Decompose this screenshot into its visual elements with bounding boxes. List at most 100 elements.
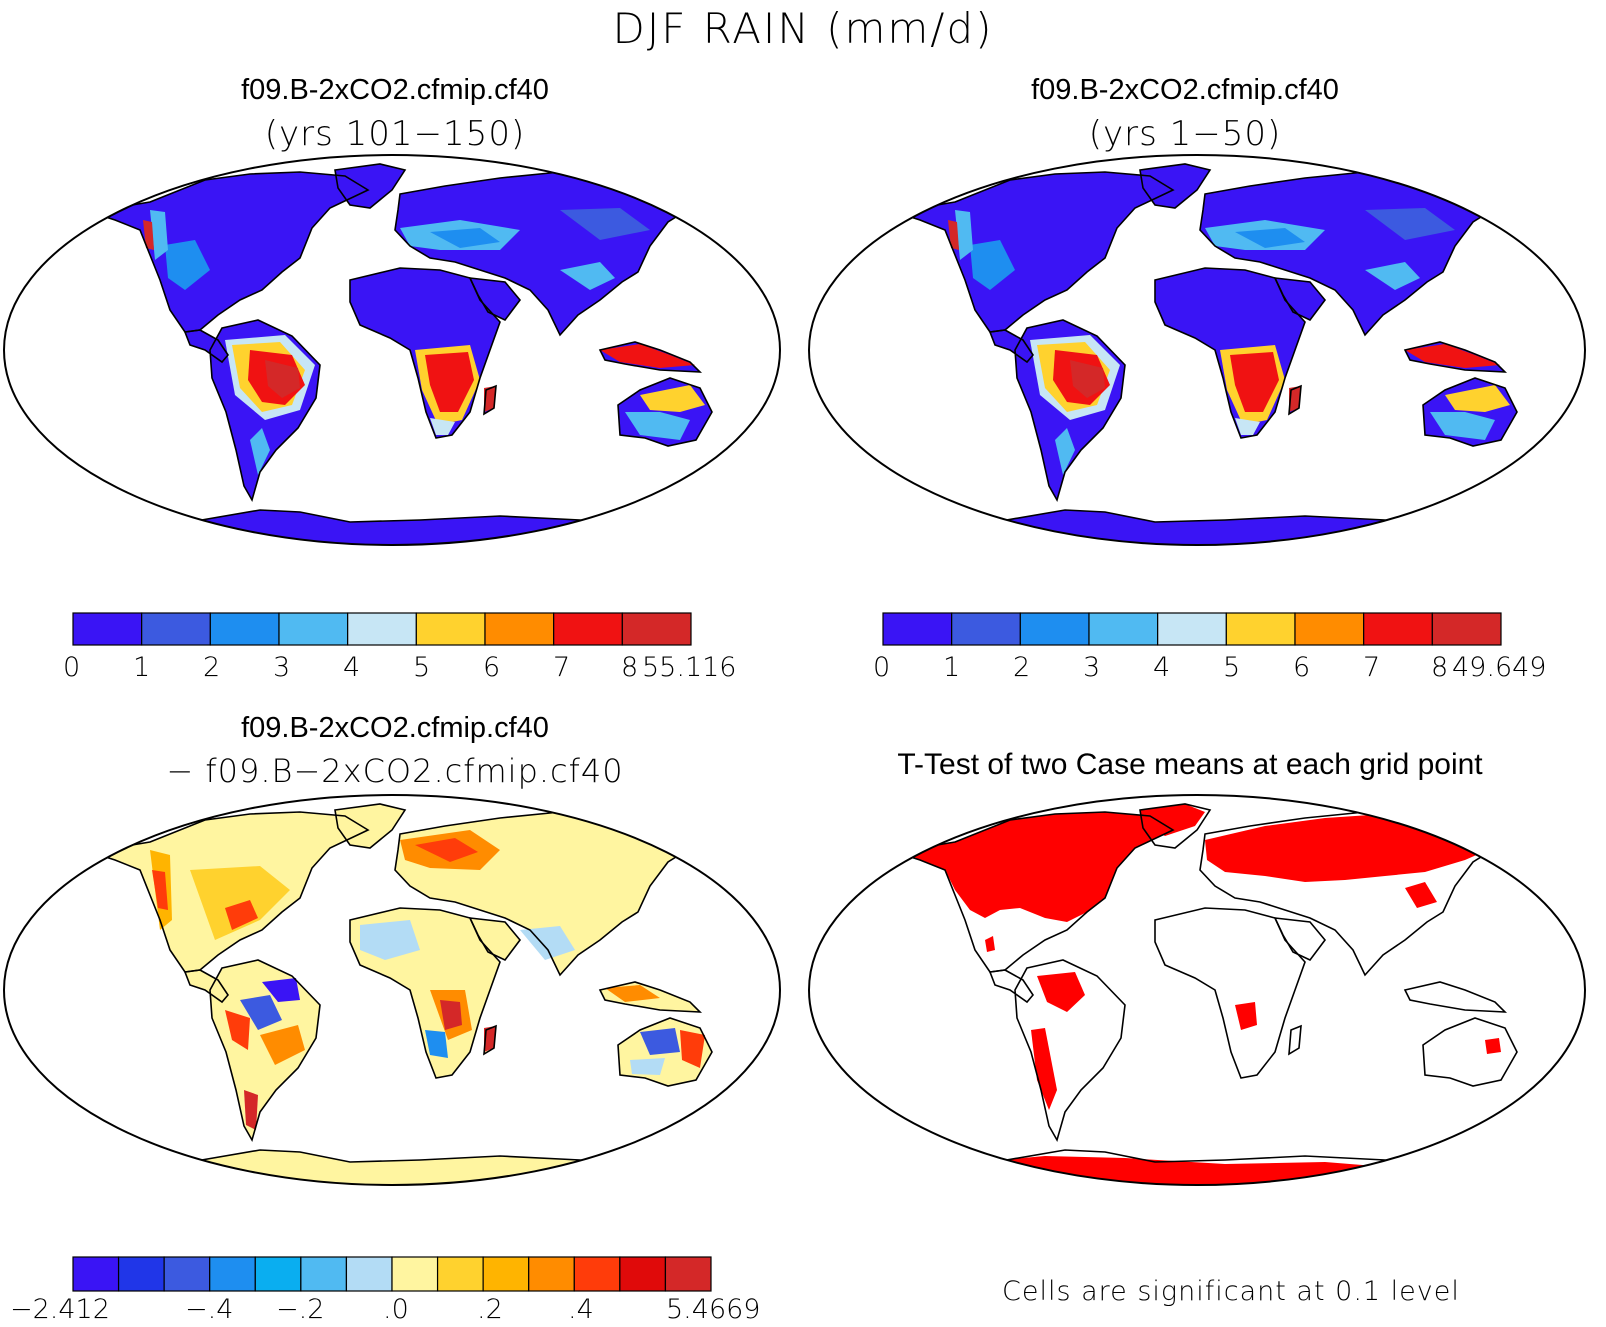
rain-region [265,360,300,398]
land-arabia [470,918,520,960]
cb-tick-label: 8 [1431,652,1449,683]
colorbar-swatch [1431,612,1502,646]
cb-tick-label: .2 [477,1294,503,1325]
rain-difference-region [415,838,478,862]
cb-tick-label: 5.4669 [666,1294,761,1325]
colorbar-swatch [1363,612,1433,646]
rain-difference-region [440,1000,462,1030]
colorbar-swatch [436,1256,484,1292]
rain-difference-region [260,1025,305,1065]
cb-tick-label: 6 [1293,652,1311,683]
cb-tick-label: 4 [1153,652,1171,683]
cb-tick-label: −.2 [276,1294,325,1325]
rain-region [1405,344,1500,368]
cb-tick-label: 4 [343,652,361,683]
cb-tick-label: 7 [553,652,571,683]
cb-tick-label: 1 [943,652,961,683]
significant-region [1140,804,1205,836]
map-border [808,794,1586,1186]
rain-region [640,385,705,412]
rain-difference-region [225,900,258,930]
map-border [808,154,1586,546]
colorbar-swatch [1294,612,1365,646]
cb-tick-label: 49.649 [1452,652,1547,683]
map-border [3,154,781,546]
cb-tick-label: 2 [203,652,221,683]
significant-region [1235,1002,1257,1030]
rain-map-yrs-101-150 [3,154,781,546]
panel-tl-subtitle: (yrs 101−150) [264,114,526,154]
colorbar-swatch [345,1256,393,1292]
cb-tick-label: 5 [1223,652,1241,683]
colorbar-swatch [484,612,555,646]
colorbar-swatch [347,612,417,646]
cb-tick-label: 8 [621,652,639,683]
colorbar-swatch [553,612,623,646]
cb-tick-label: 3 [273,652,291,683]
significant-region [895,812,1173,922]
rain-region [484,386,496,412]
colorbar-swatch [619,1256,667,1292]
significant-region [1405,882,1437,908]
colorbar-swatch [163,1256,211,1292]
colorbar-difference [72,1256,712,1292]
colorbar-swatch [300,1256,348,1292]
colorbar-swatch [209,612,280,646]
cb-tick-label: 2 [1013,652,1031,683]
colorbar-swatch [278,612,349,646]
figure-title: DJF RAIN (mm/d) [612,4,994,53]
panel-bl-subtitle: − f09.B−2xCO2.cfmip.cf40 [166,752,624,790]
colorbar-swatch [528,1256,575,1292]
rain-region [250,428,270,475]
rain-difference-region [262,978,300,1002]
rain-region [1070,360,1105,398]
colorbar-swatch [1157,612,1227,646]
significant-region [1485,1038,1501,1054]
significant-region [1031,1028,1057,1110]
cb-tick-label: 5 [413,652,431,683]
rain-difference-region [605,985,660,1002]
cb-tick-label: 0 [63,652,81,683]
cb-tick-label: 1 [133,652,151,683]
panel-bl-title: f09.B-2xCO2.cfmip.cf40 [241,712,549,744]
rain-region [625,412,690,440]
cb-tick-label: −.4 [185,1294,234,1325]
rain-difference-region [152,870,168,910]
colorbar-swatch [415,612,486,646]
panel-tl-title: f09.B-2xCO2.cfmip.cf40 [241,74,549,106]
rain-difference-region [225,1010,250,1050]
colorbar-swatch [621,612,692,646]
rain-region [1445,385,1510,412]
significant-region [985,936,995,952]
colorbar-swatch [209,1256,256,1292]
panel-tr-title: f09.B-2xCO2.cfmip.cf40 [1031,74,1339,106]
colorbar-swatch [1088,612,1159,646]
significance-note: Cells are significant at 0.1 level [1002,1276,1460,1307]
rain-difference-map [3,794,781,1186]
rain-difference-region [190,866,290,940]
rain-region [425,352,474,412]
colorbar-top-left [72,612,692,646]
cb-tick-label: 55.116 [642,652,737,683]
land-arabia [470,278,520,320]
cb-tick-label: 3 [1083,652,1101,683]
rain-region [560,208,650,240]
cb-tick-label: .0 [383,1294,409,1325]
colorbar-swatch [254,1256,302,1292]
rain-region [1365,262,1420,290]
cb-tick-label: 7 [1363,652,1381,683]
rain-difference-region [640,1028,680,1055]
colorbar-top-right [882,612,1502,646]
rain-region [1289,386,1301,412]
colorbar-swatch [117,1256,165,1292]
colorbar-swatch [482,1256,530,1292]
rain-region [165,240,210,290]
colorbar-swatch [882,612,953,646]
colorbar-swatch [1019,612,1090,646]
map-border [3,794,781,1186]
rain-difference-region [425,1030,448,1058]
land-arabia [1275,278,1325,320]
rain-region [1365,208,1455,240]
rain-difference-region [680,1030,705,1068]
rain-region [150,210,168,260]
